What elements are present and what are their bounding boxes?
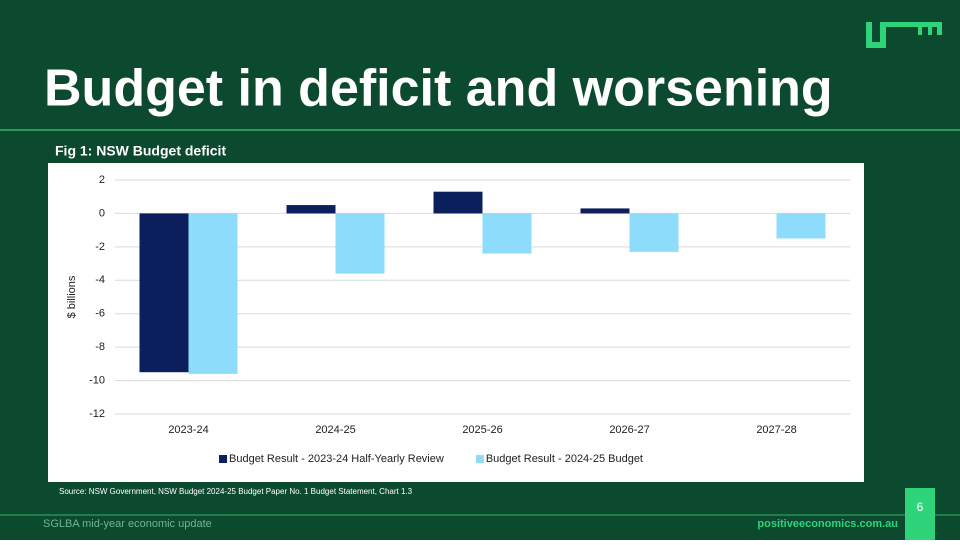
bar [629, 213, 679, 252]
y-tick-label: -8 [95, 341, 105, 353]
bar [188, 213, 238, 374]
y-tick-label: 2 [99, 174, 105, 186]
bar [580, 208, 630, 214]
page-number-box [905, 488, 935, 540]
footer-right: positiveeconomics.com.au [757, 518, 898, 530]
x-tick-label: 2025-26 [462, 424, 502, 436]
y-axis-label: $ billions [66, 275, 78, 318]
source-note: Source: NSW Government, NSW Budget 2024-… [59, 487, 413, 496]
legend-label: Budget Result - 2023-24 Half-Yearly Revi… [229, 453, 444, 465]
page-number: 6 [917, 500, 924, 514]
legend-swatch [475, 455, 484, 463]
y-tick-label: 0 [99, 207, 105, 219]
bar [776, 213, 826, 239]
bar [286, 205, 336, 214]
y-tick-label: -10 [89, 374, 105, 386]
x-tick-label: 2027-28 [756, 424, 796, 436]
bar [433, 191, 483, 214]
slide-title: Budget in deficit and worsening [44, 60, 833, 118]
legend-swatch [219, 455, 227, 463]
chart: 2 0 -2 -4 -6 -8 -10 -12 $ billions 2023-24 2024-25… [66, 174, 850, 465]
legend-label: Budget Result - 2024-25 Budget [486, 453, 643, 465]
logo [866, 22, 942, 48]
bar [482, 213, 532, 254]
footer-left: SGLBA mid-year economic update [43, 518, 212, 530]
figure-label: Fig 1: NSW Budget deficit [55, 143, 226, 159]
x-tick-label: 2024-25 [315, 424, 355, 436]
y-tick-label: -12 [89, 408, 105, 420]
x-tick-label: 2023-24 [168, 424, 208, 436]
bar [139, 213, 189, 373]
x-tick-label: 2026-27 [609, 424, 649, 436]
y-tick-label: -2 [95, 241, 105, 253]
y-tick-label: -6 [95, 308, 105, 320]
bar [335, 213, 385, 274]
y-tick-label: -4 [95, 274, 105, 286]
